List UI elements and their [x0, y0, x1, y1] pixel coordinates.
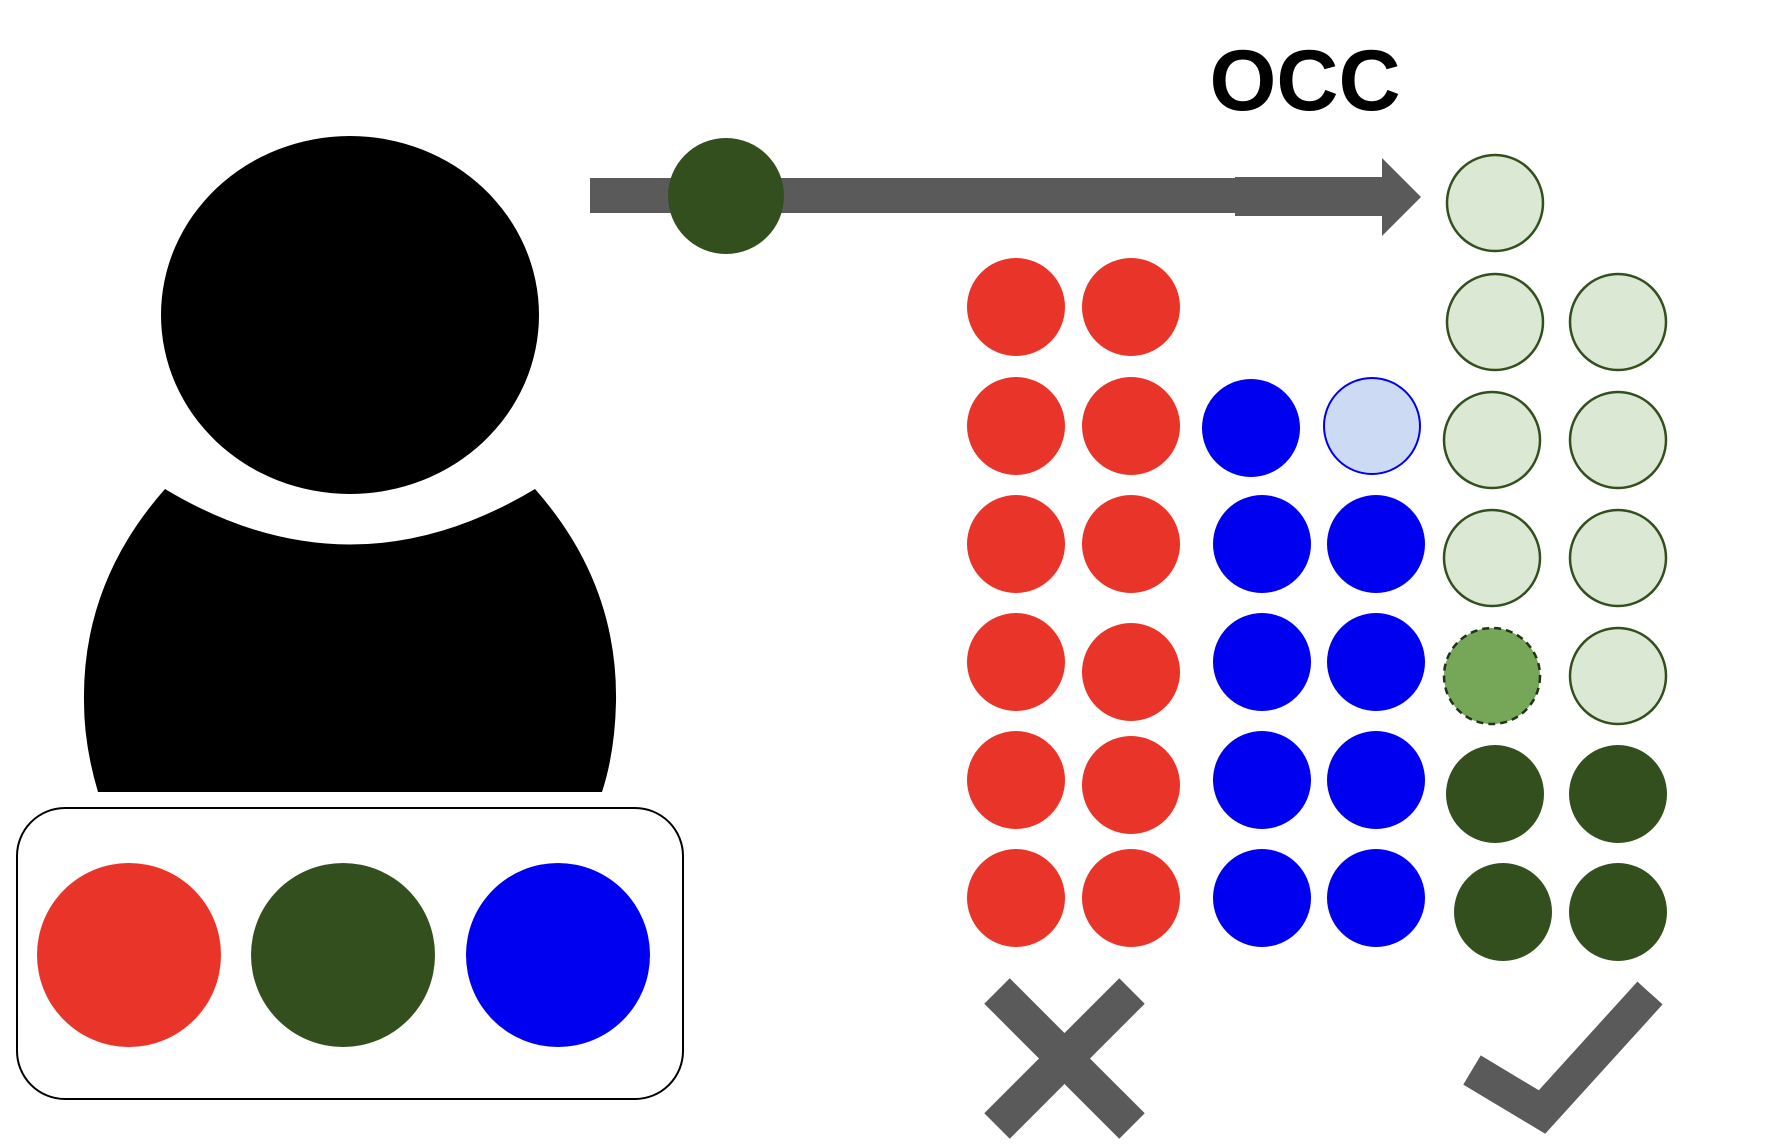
grid-dot-red [1082, 377, 1180, 475]
grid-dot-blue [1213, 849, 1311, 947]
grid-dot-light-green [1442, 390, 1542, 490]
arrow-head-icon [1235, 158, 1421, 236]
grid-dot-green [1569, 863, 1667, 961]
grid-dot-red [967, 377, 1065, 475]
checkmark-icon [1463, 981, 1663, 1134]
grid-dot-green [1569, 745, 1667, 843]
grid-dot-light-blue [1323, 377, 1421, 475]
grid-dot-blue [1213, 613, 1311, 711]
grid-dot-light-green [1568, 508, 1668, 608]
grid-dot-blue [1213, 731, 1311, 829]
palette-dot-red [37, 863, 221, 1047]
moving-sample-dot [668, 138, 784, 254]
person-silhouette-icon [83, 136, 617, 792]
grid-dot-red [1082, 495, 1180, 593]
grid-dot-red [1082, 258, 1180, 356]
grid-dot-blue [1213, 495, 1311, 593]
grid-dot-mid-green-dashed [1442, 626, 1542, 726]
grid-dot-red [967, 258, 1065, 356]
palette-dot-blue [466, 863, 650, 1047]
cross-icon [984, 978, 1145, 1139]
person-body [83, 489, 617, 792]
grid-dot-light-green [1568, 626, 1668, 726]
grid-dot-blue [1327, 849, 1425, 947]
grid-dot-blue [1202, 379, 1300, 477]
grid-dot-light-green [1568, 272, 1668, 372]
grid-dot-red [967, 731, 1065, 829]
occ-arrow [590, 138, 1421, 254]
occ-label: OCC [1209, 33, 1400, 129]
grid-dot-light-green [1445, 153, 1545, 253]
grid-dot-red [1082, 849, 1180, 947]
grid-dot-red [967, 495, 1065, 593]
grid-dot-red [967, 613, 1065, 711]
grid-dot-light-green [1445, 272, 1545, 372]
grid-dot-light-green [1442, 508, 1542, 608]
palette-dot-green [251, 863, 435, 1047]
grid-dot-blue [1327, 731, 1425, 829]
grid-dot-light-green [1568, 390, 1668, 490]
grid-dot-blue [1327, 495, 1425, 593]
grid-dot-red [967, 849, 1065, 947]
grid-dot-red [1082, 623, 1180, 721]
grid-dot-blue [1327, 613, 1425, 711]
color-palette [37, 863, 650, 1047]
sample-grid [967, 153, 1668, 961]
grid-dot-red [1082, 736, 1180, 834]
grid-dot-green [1446, 745, 1544, 843]
grid-dot-green [1454, 863, 1552, 961]
person-head [161, 136, 539, 494]
